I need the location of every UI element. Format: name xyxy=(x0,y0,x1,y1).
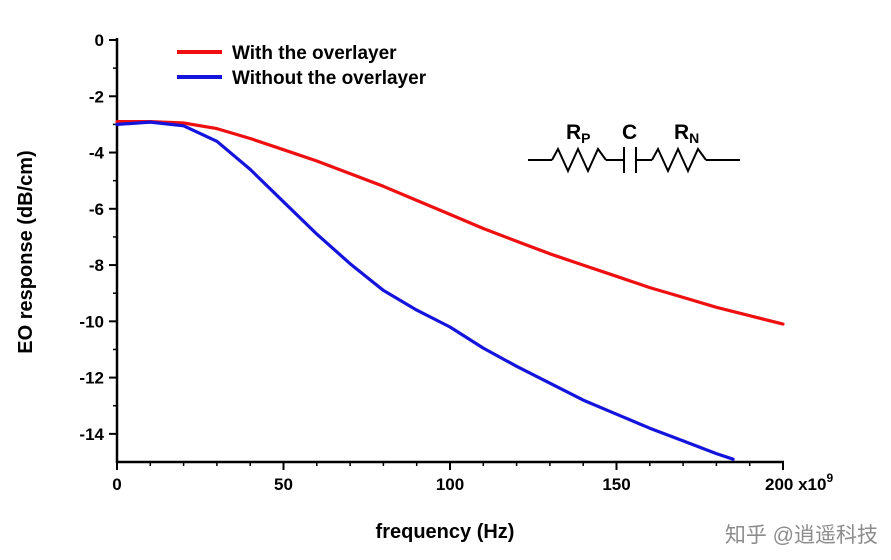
y-tick-label: -6 xyxy=(89,200,104,219)
x-tick-label-exponent: 9 xyxy=(826,471,833,485)
circuit-inset xyxy=(528,146,740,174)
watermark: 知乎 @逍遥科技 xyxy=(725,524,878,547)
circuit-label-rp-main: R xyxy=(566,121,581,144)
x-tick-label-with-exponent: 200 x109 xyxy=(765,471,833,494)
x-tick-label: 50 xyxy=(274,475,293,494)
circuit-label-rp: RP xyxy=(566,121,591,146)
y-tick-label: -14 xyxy=(79,425,104,444)
y-tick-label: -8 xyxy=(89,256,104,275)
y-tick-label: 0 xyxy=(95,31,104,50)
circuit-labels: RP C RN xyxy=(566,121,699,146)
x-tick-label: 100 xyxy=(436,475,464,494)
y-tick-label: -4 xyxy=(89,144,105,163)
legend: With the overlayer Without the overlayer xyxy=(177,43,427,89)
resistor-rn-icon xyxy=(651,146,707,174)
resistor-rp-icon xyxy=(551,146,607,174)
axes-layer: 0 -2 -4 -6 -8 -10 -12 -14 0 50 100 150 200 x109 xyxy=(79,31,833,494)
legend-label-without-overlayer: Without the overlayer xyxy=(232,68,427,89)
x-axis-label: frequency (Hz) xyxy=(376,521,515,543)
circuit-label-rn-sub: N xyxy=(689,130,699,146)
x-tick-label-mantissa: 200 x10 xyxy=(765,475,826,494)
y-tick-label: -2 xyxy=(89,87,104,106)
x-tick-label: 150 xyxy=(602,475,630,494)
y-tick-label: -10 xyxy=(79,312,104,331)
circuit-label-rp-sub: P xyxy=(581,130,590,146)
curve-without-overlayer xyxy=(115,120,735,461)
circuit-label-rn: RN xyxy=(674,121,699,146)
x-tick-label: 0 xyxy=(112,475,121,494)
curves-layer xyxy=(115,120,785,461)
curve-with-overlayer xyxy=(115,120,785,326)
y-axis-label: EO response (dB/cm) xyxy=(15,150,37,353)
circuit-label-rn-main: R xyxy=(674,121,689,144)
circuit-label-c: C xyxy=(622,121,637,144)
y-tick-label: -12 xyxy=(79,369,104,388)
legend-label-with-overlayer: With the overlayer xyxy=(232,43,397,64)
